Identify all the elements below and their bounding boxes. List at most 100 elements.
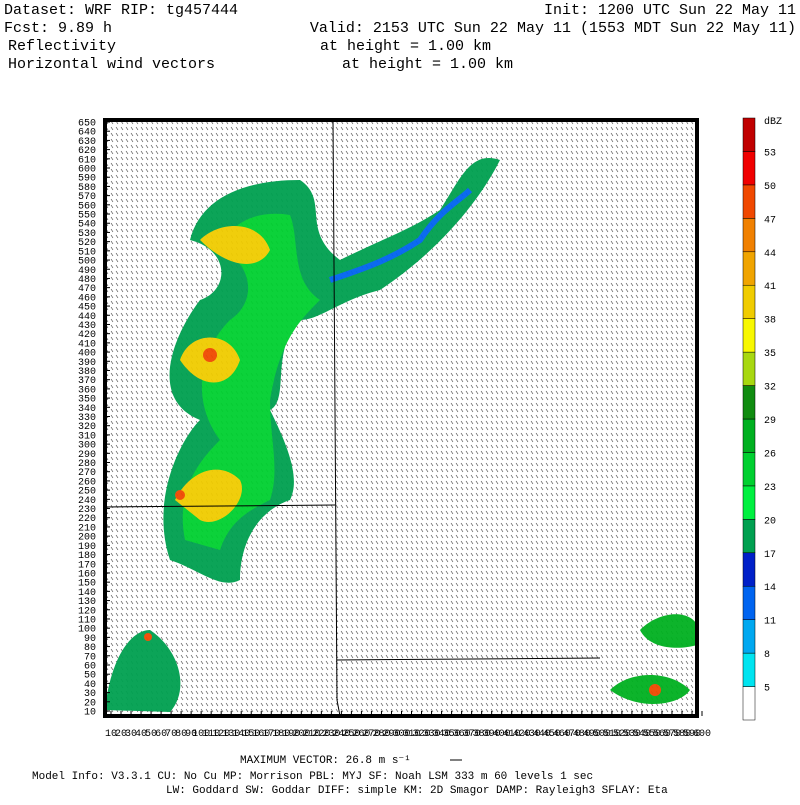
color-swatch [742,117,756,152]
x-tick-label: 430 [523,729,541,740]
state-borders [104,119,601,717]
y-tick-label: 330 [78,413,96,424]
y-tick-label: 50 [84,671,96,682]
y-tick-label: 320 [78,422,96,433]
y-tick-label: 510 [78,247,96,258]
y-tick-label: 520 [78,238,96,249]
y-tick-label: 30 [84,689,96,700]
x-tick-label: 570 [663,729,681,740]
colorbar-label: 26 [764,449,776,460]
field-name: Horizontal wind vectors [8,56,215,73]
colorbar-label: 38 [764,316,776,327]
x-tick-label: 190 [282,729,300,740]
x-tick-label: 240 [332,729,350,740]
y-tick-label: 120 [78,606,96,617]
y-tick-label: 110 [78,615,96,626]
x-tick-label: 230 [322,729,340,740]
y-tick-label: 500 [78,257,96,268]
color-swatch [742,385,756,420]
x-tick-label: 500 [593,729,611,740]
x-tick-label: 590 [683,729,701,740]
y-tick-label: 140 [78,588,96,599]
x-tick-label: 260 [352,729,370,740]
x-tick-label: 250 [342,729,360,740]
color-swatch [742,452,756,487]
colorbar-unit: dBZ [764,116,782,128]
y-tick-label: 100 [78,625,96,636]
color-swatch [742,686,756,721]
x-tick-label: 290 [382,729,400,740]
colorbar: 5 8 11 14 17 20 23 26 29 32 35 38 41 44 47 50 53 dBZ [742,116,782,721]
colorbar-label: 29 [764,416,776,427]
y-tick-label: 430 [78,321,96,332]
color-swatch [742,418,756,453]
x-tick-label: 170 [262,729,280,740]
x-tick-label: 550 [643,729,661,740]
color-swatch [742,619,756,654]
x-tick-label: 400 [493,729,511,740]
x-tick-label: 340 [433,729,451,740]
colorbar-label: 17 [764,550,776,561]
color-swatch [742,585,756,620]
y-tick-label: 640 [78,128,96,139]
x-tick-label: 510 [603,729,621,740]
y-tick-label: 600 [78,165,96,176]
y-tick-label: 450 [78,303,96,314]
y-tick-label: 300 [78,441,96,452]
x-tick-label: 120 [212,729,230,740]
x-tick-label: 440 [533,729,551,740]
y-tick-label: 460 [78,293,96,304]
color-swatch [742,218,756,253]
x-tick-label: 540 [633,729,651,740]
colorbar-label: 53 [764,148,776,159]
colorbar-label: 44 [764,249,776,260]
color-swatch [742,251,756,286]
y-tick-label: 230 [78,505,96,516]
colorbar-label: 11 [764,617,776,628]
x-tick-label: 270 [362,729,380,740]
x-tick-label: 450 [543,729,561,740]
y-tick-label: 130 [78,597,96,608]
color-swatch [742,184,756,219]
x-tick-label: 460 [553,729,571,740]
y-tick-label: 90 [84,634,96,645]
x-tick-label: 350 [443,729,461,740]
color-swatch [742,318,756,353]
x-tick-label: 580 [673,729,691,740]
y-tick-label: 280 [78,459,96,470]
y-tick-label: 630 [78,137,96,148]
x-tick-label: 130 [222,729,240,740]
color-swatch [742,284,756,319]
y-tick-label: 240 [78,496,96,507]
y-tick-label: 620 [78,146,96,157]
y-tick-label: 410 [78,339,96,350]
x-tick-label: 420 [513,729,531,740]
x-tick-label: 10 [105,729,117,740]
y-tick-label: 650 [78,119,96,130]
x-tick-label: 150 [242,729,260,740]
color-swatch [742,151,756,186]
y-tick-label: 260 [78,477,96,488]
y-tick-label: 310 [78,431,96,442]
y-tick-label: 380 [78,367,96,378]
y-tick-label: 80 [84,643,96,654]
field-name: Reflectivity [8,38,116,55]
x-tick-label: 210 [302,729,320,740]
y-tick-label: 340 [78,404,96,415]
colorbar-label: 41 [764,282,776,293]
x-tick-label: 380 [473,729,491,740]
map-panel [103,118,699,718]
x-tick-label: 560 [653,729,671,740]
x-tick-label: 20 [115,729,127,740]
y-tick-label: 590 [78,174,96,185]
y-tick-label: 580 [78,183,96,194]
y-tick-label: 610 [78,155,96,166]
colorbar-label: 8 [764,650,770,661]
y-tick-label: 60 [84,661,96,672]
y-tick-label: 390 [78,358,96,369]
color-swatch [742,552,756,587]
colorbar-label: 35 [764,349,776,360]
y-tick-label: 560 [78,201,96,212]
x-tick-label: 310 [403,729,421,740]
